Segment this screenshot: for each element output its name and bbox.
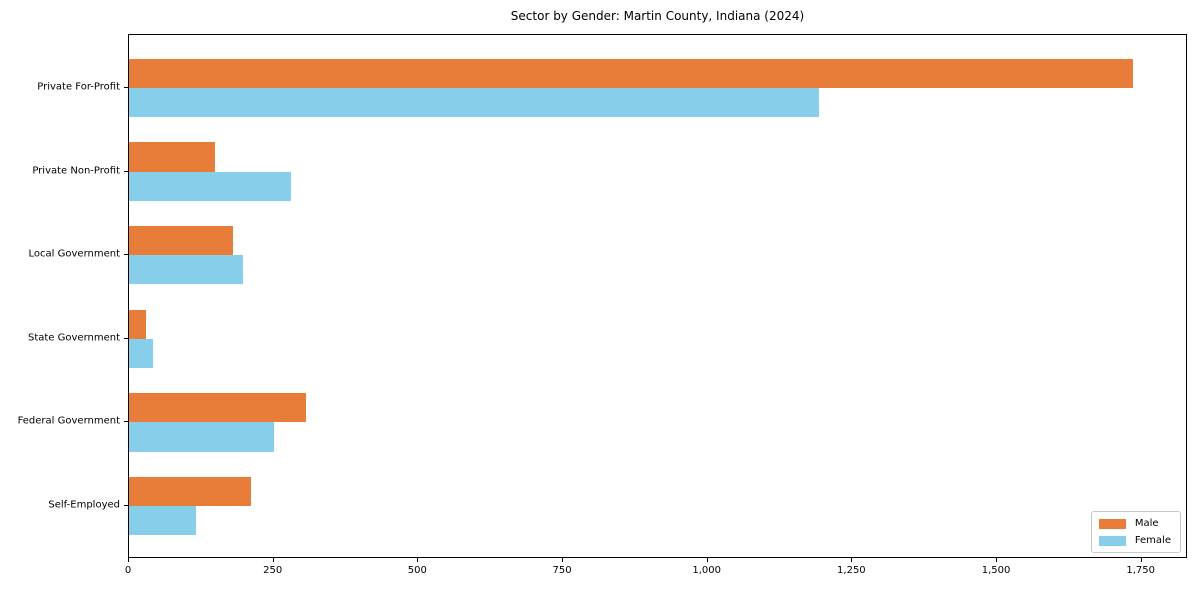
y-axis-tick [124,337,128,339]
y-axis-label: Self-Employed [48,499,120,511]
x-axis-tick [417,558,419,562]
y-axis-label: Federal Government [17,415,120,427]
bar-male-self-employed [129,476,251,506]
bar-male-private-for-profit [129,58,1133,89]
legend-swatch-female [1098,535,1126,546]
bar-male-state-government [129,309,147,339]
bar-male-private-non-profit [129,142,216,172]
y-axis-tick [124,421,128,423]
legend-swatch-male [1098,518,1126,529]
legend: Male Female [1090,511,1181,553]
bar-female-state-government [129,338,153,369]
legend-entry-male: Male [1098,518,1171,529]
chart-title: Sector by Gender: Martin County, Indiana… [510,9,805,23]
bar-female-local-government [129,255,243,285]
x-axis-tick [706,558,708,562]
x-axis-tick [1140,558,1142,562]
bar-male-local-government [129,225,233,256]
x-axis-tick-label: 0 [124,565,132,576]
y-axis-label: Local Government [28,248,120,260]
x-axis-tick-label: 1,500 [981,565,1011,576]
x-axis-tick [272,558,274,562]
x-axis-tick [128,558,129,562]
y-axis-tick [124,87,128,89]
bar-female-private-non-profit [129,171,291,201]
y-axis-tick [124,170,128,172]
legend-entry-female: Female [1098,535,1171,546]
x-axis-tick-label: 250 [263,565,283,576]
legend-label-male: Male [1134,518,1159,529]
x-axis-tick [996,558,998,562]
y-axis-label: Private Non-Profit [32,165,120,177]
legend-label-female: Female [1134,535,1171,546]
bar-female-private-for-profit [129,88,820,118]
y-axis-label: Private For-Profit [37,81,120,93]
y-axis-tick [124,504,128,506]
y-axis-tick [124,254,128,256]
bar-female-self-employed [129,505,196,536]
x-axis-tick-label: 500 [407,565,427,576]
plot-area: Male Female [128,34,1187,558]
x-axis-tick-label: 750 [552,565,572,576]
x-axis-tick-label: 1,000 [692,565,722,576]
bar-male-federal-government [129,393,306,423]
x-axis-tick-label: 1,750 [1126,565,1156,576]
x-axis-tick [851,558,853,562]
bar-female-federal-government [129,422,274,452]
y-axis-label: State Government [27,332,120,344]
x-axis-tick [562,558,564,562]
x-axis-tick-label: 1,250 [837,565,866,576]
